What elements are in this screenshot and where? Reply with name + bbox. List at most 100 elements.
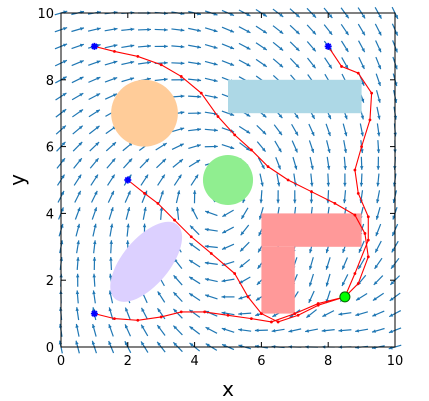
field-arrow-head (308, 298, 312, 303)
field-arrow-head (213, 45, 218, 49)
trajectory-point (189, 235, 193, 239)
x-tick-label: 2 (124, 354, 132, 369)
field-arrow-head (361, 81, 365, 86)
field-arrow-head (204, 261, 209, 265)
field-arrow-head (254, 328, 259, 333)
field-arrow-head (76, 223, 81, 228)
field-arrow-head (75, 340, 79, 345)
field-arrow-head (78, 141, 83, 146)
field-arrow-head (96, 93, 101, 97)
field-arrow-head (109, 240, 113, 245)
field-arrow-head (255, 297, 260, 301)
field-arrow-head (189, 326, 194, 330)
field-arrow-head (197, 45, 201, 49)
field-arrow-head (190, 225, 194, 230)
field-arrow-head (222, 213, 227, 217)
x-tick-label: 4 (190, 354, 198, 369)
field-arrow-head (241, 215, 245, 219)
obstacle-rectangle (228, 79, 362, 114)
field-arrow-head (246, 12, 251, 17)
field-arrow-head (262, 46, 267, 51)
field-arrow-head (214, 144, 218, 149)
field-arrow-head (204, 277, 209, 282)
trajectory-point (179, 75, 183, 78)
field-arrow-head (309, 265, 313, 270)
field-arrow-head (360, 132, 364, 137)
field-arrow-head (377, 65, 381, 70)
field-arrow-head (338, 312, 343, 316)
field-arrow-head (325, 265, 329, 270)
field-arrow-head (343, 166, 347, 170)
trajectory-point (366, 255, 370, 259)
field-arrow-head (94, 158, 99, 163)
field-arrow-head (338, 328, 343, 333)
field-arrow-head (197, 111, 202, 115)
field-arrow-head (325, 249, 330, 254)
field-arrow-head (221, 311, 226, 315)
field-arrow-head (109, 223, 114, 228)
field-arrow-head (214, 128, 218, 132)
field-arrow-head (112, 142, 116, 146)
x-tick-label: 10 (387, 354, 404, 369)
field-arrow-head (173, 325, 178, 330)
obstacle-ellipse (110, 221, 183, 302)
field-arrow-head (262, 130, 267, 135)
field-arrow-head (79, 93, 84, 97)
field-arrow-head (325, 282, 330, 287)
field-arrow-head (378, 31, 382, 36)
field-arrow-head (189, 242, 194, 247)
field-arrow-head (278, 131, 282, 136)
field-arrow-head (164, 61, 168, 65)
field-arrow-head (279, 63, 284, 68)
field-arrow-head (62, 109, 67, 113)
field-arrow-head (306, 314, 311, 318)
field-arrow-head (258, 232, 262, 237)
trajectory-point (286, 178, 290, 182)
field-arrow-head (328, 14, 333, 18)
field-arrow-head (130, 27, 135, 32)
trajectory-point (179, 310, 183, 314)
field-arrow-head (293, 199, 297, 204)
field-arrow-head (96, 77, 101, 81)
field-arrow-head (230, 62, 235, 66)
field-arrow-head (230, 29, 235, 33)
field-arrow-head (162, 158, 166, 163)
field-arrow-head (239, 263, 244, 268)
field-arrow-head (373, 281, 378, 285)
field-arrow-head (245, 146, 250, 151)
start-marker (324, 42, 332, 50)
field-arrow-head (260, 182, 264, 187)
trajectory-point (209, 252, 213, 255)
field-arrow-head (75, 273, 80, 278)
field-arrow-head (130, 44, 135, 48)
field-arrow-head (312, 30, 316, 35)
field-arrow-head (180, 78, 185, 82)
field-arrow-head (295, 47, 300, 51)
field-arrow-head (391, 248, 396, 253)
field-arrow-head (360, 98, 365, 103)
field-arrow-head (162, 143, 167, 147)
start-marker (90, 42, 98, 50)
field-arrow-head (259, 199, 263, 204)
field-arrow-head (276, 182, 281, 187)
field-arrow-head (375, 232, 379, 237)
field-arrow-head (213, 28, 218, 33)
start-marker (124, 176, 132, 184)
field-arrow-head (394, 31, 398, 36)
field-arrow-head (279, 46, 284, 51)
trajectory-point (156, 201, 160, 205)
field-arrow-head (78, 125, 83, 130)
field-arrow-head (110, 190, 114, 195)
trajectory-point (340, 65, 343, 68)
trajectory-point (366, 215, 370, 219)
field-arrow-head (256, 281, 261, 285)
field-arrow-head (205, 343, 210, 347)
trajectory-point (353, 272, 357, 275)
field-arrow-head (321, 328, 326, 333)
field-arrow-head (312, 13, 317, 18)
field-arrow-head (394, 14, 398, 19)
field-arrow-head (108, 324, 112, 329)
field-arrow-head (310, 165, 314, 170)
field-arrow-head (327, 115, 331, 120)
